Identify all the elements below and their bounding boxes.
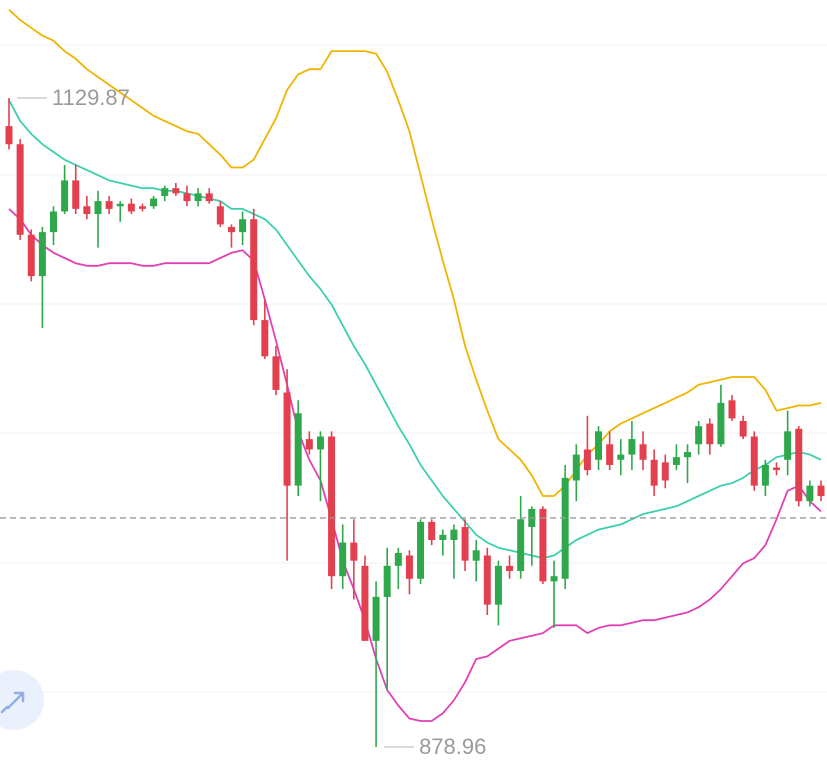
candle-body: [316, 436, 324, 450]
grid: [0, 44, 827, 693]
candle-body: [5, 126, 13, 145]
candle-body: [250, 219, 258, 321]
candle-body: [750, 436, 758, 486]
candle-body: [94, 201, 102, 215]
candle-body: [127, 203, 135, 212]
candle-body: [383, 565, 391, 597]
candle-body: [417, 521, 425, 579]
candle-body: [194, 193, 202, 202]
candle-body: [483, 555, 491, 605]
candle-body: [72, 180, 80, 209]
expand-button[interactable]: [0, 670, 44, 730]
candle-body: [617, 454, 625, 460]
band-line: [8, 9, 822, 497]
candle-body: [672, 457, 680, 465]
candle-body: [16, 144, 24, 235]
band-line: [8, 99, 822, 559]
plot: 1129.87 878.96: [0, 9, 827, 759]
candle-body: [650, 459, 658, 486]
candle-body: [817, 485, 825, 496]
candle-body: [561, 477, 569, 579]
candle-body: [61, 180, 69, 212]
candle-body: [339, 542, 347, 577]
extreme-label: 878.96: [419, 734, 486, 759]
candle-body: [405, 555, 413, 579]
candle-body: [361, 565, 369, 641]
candle-body: [305, 439, 313, 450]
candle-body: [450, 529, 458, 540]
candle-body: [739, 420, 747, 437]
candle-body: [394, 552, 402, 566]
candle-body: [261, 320, 269, 357]
candle-body: [717, 402, 725, 445]
candle-body: [583, 449, 591, 471]
candle-body: [661, 462, 669, 481]
candle-body: [784, 431, 792, 460]
candle-body: [294, 413, 302, 486]
candle-body: [83, 206, 91, 215]
candle-body: [806, 485, 814, 502]
candle-body: [372, 596, 380, 641]
candle-body: [684, 452, 692, 458]
candle-body: [205, 193, 213, 202]
candle-body: [795, 428, 803, 502]
candle-body: [216, 206, 224, 225]
expand-icon[interactable]: [0, 691, 25, 714]
candle-body: [428, 521, 436, 540]
candle-body: [472, 550, 480, 561]
candle-body: [150, 198, 158, 207]
candle-body: [606, 444, 614, 465]
band-line: [8, 208, 822, 722]
candle-body: [172, 188, 180, 194]
candle-body: [639, 444, 647, 460]
candle-body: [706, 423, 714, 445]
candle-body: [350, 542, 358, 561]
candle-body: [227, 226, 235, 233]
candle-body: [494, 565, 502, 605]
candle-body: [105, 201, 113, 209]
candle-body: [283, 392, 291, 486]
candle-body: [116, 203, 124, 207]
candle-body: [595, 431, 603, 460]
extreme-label: 1129.87: [52, 85, 130, 110]
candle-body: [506, 565, 514, 572]
candle-body: [328, 436, 336, 577]
candle-body: [439, 534, 447, 540]
candle-body: [461, 527, 469, 561]
candle-body: [695, 426, 703, 445]
candle-body: [539, 508, 547, 582]
candle-body: [138, 206, 146, 209]
candle-body: [183, 193, 191, 202]
candle-body: [550, 576, 558, 582]
candle-body: [517, 519, 525, 572]
candle-body: [49, 211, 57, 233]
candle-body: [572, 454, 580, 481]
candle-body: [628, 439, 636, 455]
candle-body: [239, 219, 247, 233]
candle-body: [761, 464, 769, 486]
candle-body: [728, 400, 736, 419]
candle-body: [773, 467, 781, 471]
candle-body: [161, 188, 169, 196]
candle-body: [38, 232, 46, 277]
candle-body: [272, 356, 280, 390]
candle-body: [27, 234, 35, 277]
